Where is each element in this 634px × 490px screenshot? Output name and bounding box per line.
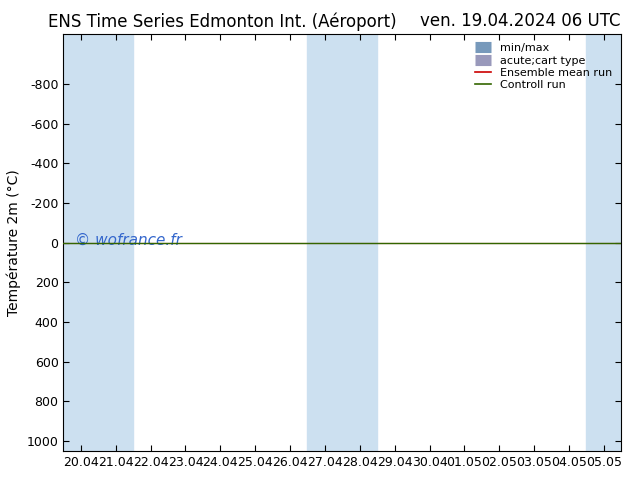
Legend: min/max, acute;cart type, Ensemble mean run, Controll run: min/max, acute;cart type, Ensemble mean … bbox=[471, 40, 616, 94]
Text: © wofrance.fr: © wofrance.fr bbox=[75, 233, 181, 248]
Bar bbox=[98, 34, 133, 451]
Y-axis label: Température 2m (°C): Température 2m (°C) bbox=[6, 169, 21, 316]
Bar bbox=[586, 34, 621, 451]
Bar bbox=[307, 34, 342, 451]
Bar bbox=[342, 34, 377, 451]
Bar bbox=[63, 34, 98, 451]
Text: ven. 19.04.2024 06 UTC: ven. 19.04.2024 06 UTC bbox=[420, 12, 620, 30]
Text: ENS Time Series Edmonton Int. (Aéroport): ENS Time Series Edmonton Int. (Aéroport) bbox=[48, 12, 396, 31]
